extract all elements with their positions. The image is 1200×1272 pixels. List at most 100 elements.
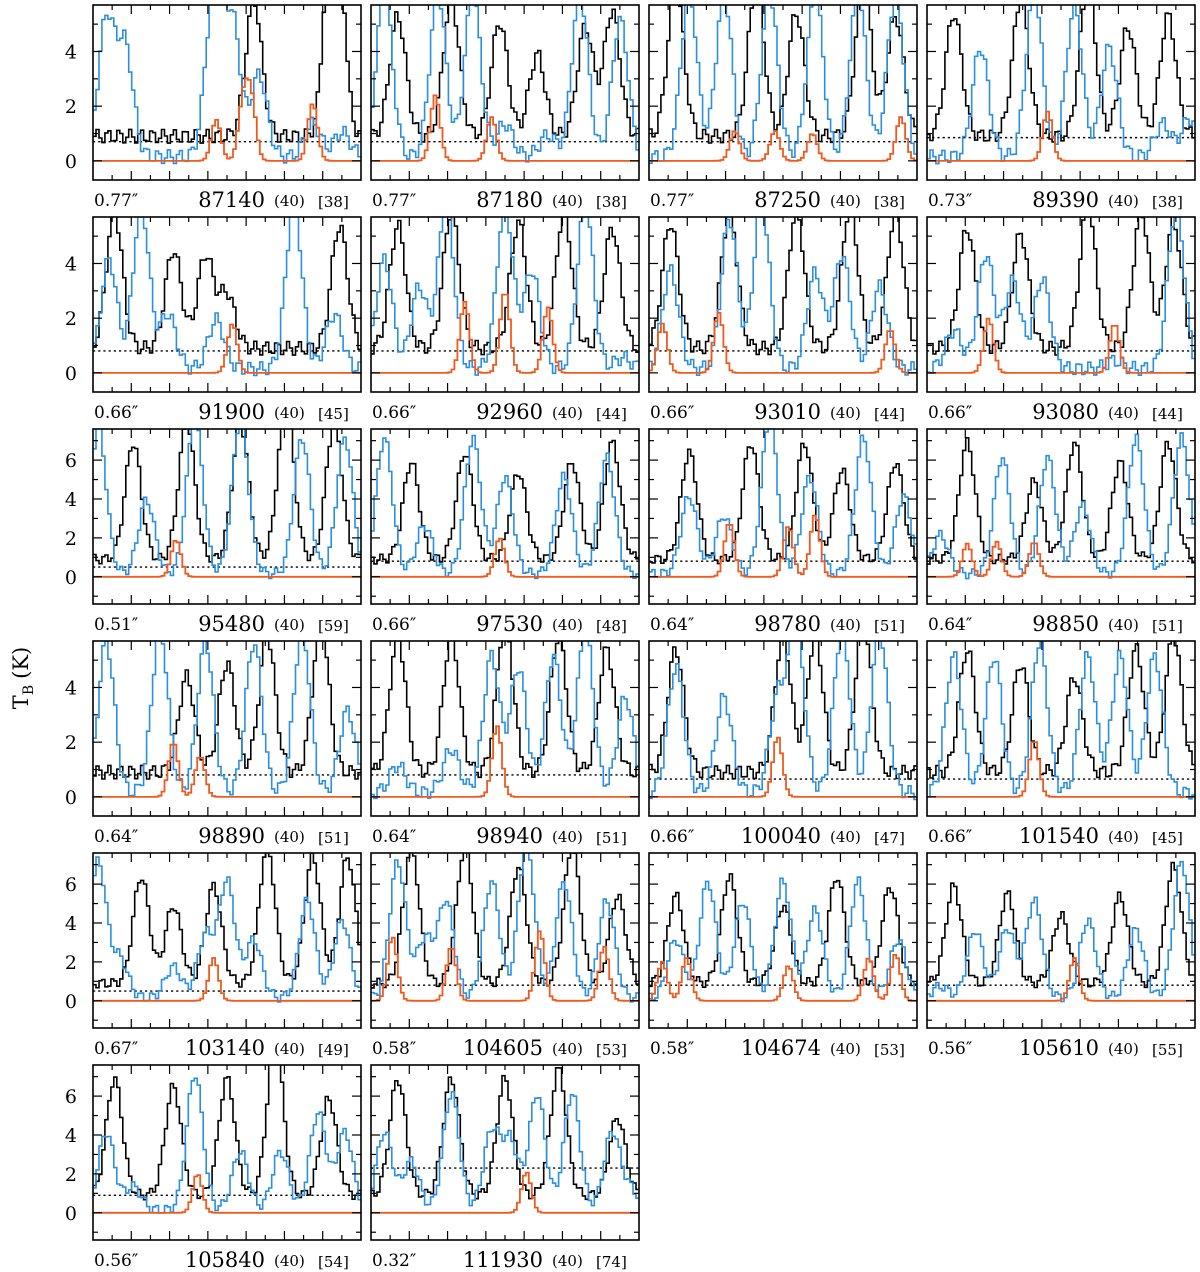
y-tick-label: 4 bbox=[65, 41, 77, 63]
panel-resolution-label: 0.58″ bbox=[372, 1039, 416, 1059]
panel-plot-area bbox=[649, 641, 917, 801]
spectrum-series-model_species bbox=[371, 94, 639, 162]
spectrum-series-model_species bbox=[927, 957, 1195, 1002]
panel-index-label: [48] bbox=[596, 617, 627, 635]
y-axis-label-subscript: B bbox=[21, 685, 37, 695]
panel-plot-area bbox=[93, 217, 361, 377]
panel-index-label: [59] bbox=[318, 617, 349, 635]
spectrum-series-model_species bbox=[649, 954, 917, 1002]
panel-index-label: [44] bbox=[1152, 405, 1183, 423]
panel-plot-area bbox=[371, 641, 639, 800]
panel-frame bbox=[370, 852, 640, 1029]
panel-width-label: (40) bbox=[1108, 404, 1139, 422]
panel-frame bbox=[648, 428, 918, 605]
panel-plot-area bbox=[93, 1065, 361, 1214]
spectrum-series-observed bbox=[371, 641, 639, 779]
y-tick-label: 2 bbox=[65, 528, 77, 550]
spectrum-series-model_species bbox=[371, 537, 639, 578]
panel-frame bbox=[370, 216, 640, 393]
panel-frequency-label: 101540 bbox=[1019, 824, 1099, 848]
spectrum-series-model_species bbox=[649, 514, 917, 578]
panel-plot-area bbox=[371, 434, 639, 580]
spectrum-series-model_species bbox=[927, 540, 1195, 578]
panel-frequency-label: 97530 bbox=[476, 612, 543, 636]
spectrum-series-model_total bbox=[371, 641, 639, 800]
y-tick-label: 0 bbox=[65, 787, 77, 809]
spectrum-panel: 0.66″ 93010 (40) [44] bbox=[648, 216, 918, 424]
spectrum-series-observed bbox=[927, 217, 1195, 356]
spectrum-series-model_total bbox=[93, 5, 361, 165]
panel-width-label: (40) bbox=[830, 1040, 861, 1058]
panel-index-label: [44] bbox=[596, 405, 627, 423]
spectrum-panel: 0.66″ 92960 (40) [44] bbox=[370, 216, 640, 424]
y-tick-label: 2 bbox=[65, 308, 77, 330]
spectrum-series-observed bbox=[93, 217, 361, 356]
panel-frequency-label: 87140 bbox=[198, 188, 265, 212]
panel-index-label: [53] bbox=[874, 1041, 905, 1059]
y-axis-label: TB (K) bbox=[9, 647, 37, 709]
spectrum-series-model_species bbox=[927, 741, 1195, 798]
spectrum-series-model_total bbox=[371, 1090, 639, 1207]
spectrum-series-observed bbox=[93, 5, 361, 144]
panel-plot-area bbox=[649, 429, 917, 578]
panel-index-label: [51] bbox=[318, 829, 349, 847]
panel-width-label: (40) bbox=[274, 828, 305, 846]
spectrum-series-model_total bbox=[927, 5, 1195, 165]
panel-index-label: [38] bbox=[596, 193, 627, 211]
spectrum-series-model_total bbox=[371, 217, 639, 376]
panel-resolution-label: 0.66″ bbox=[928, 403, 972, 423]
panel-width-label: (40) bbox=[274, 616, 305, 634]
spectrum-panel: 0 2 4 0.64″ 98890 (40) [51] bbox=[65, 640, 362, 848]
panel-frequency-label: 100040 bbox=[741, 824, 821, 848]
panel-index-label: [45] bbox=[1152, 829, 1183, 847]
y-tick-label: 6 bbox=[65, 450, 77, 472]
spectrum-panel: 0 2 4 6 0.56″ 105840 (40) [54] bbox=[65, 1064, 362, 1272]
spectrum-panel: 0.32″ 111930 (40) [74] bbox=[370, 1064, 640, 1272]
panel-frame bbox=[926, 4, 1196, 181]
panel-width-label: (40) bbox=[552, 404, 583, 422]
panel-resolution-label: 0.66″ bbox=[372, 615, 416, 635]
panel-resolution-label: 0.67″ bbox=[94, 1039, 138, 1059]
panel-frequency-label: 87250 bbox=[754, 188, 821, 212]
panel-frame bbox=[926, 428, 1196, 605]
spectrum-series-observed bbox=[371, 5, 639, 143]
y-tick-label: 4 bbox=[65, 1125, 77, 1147]
panel-plot-area bbox=[371, 853, 639, 1003]
panel-width-label: (40) bbox=[552, 1040, 583, 1058]
panel-resolution-label: 0.58″ bbox=[650, 1039, 694, 1059]
y-tick-label: 2 bbox=[65, 952, 77, 974]
panel-plot-area bbox=[93, 853, 361, 1003]
panel-resolution-label: 0.64″ bbox=[94, 827, 138, 847]
spectrum-series-model_total bbox=[927, 432, 1195, 580]
spectrum-series-model_total bbox=[649, 217, 917, 376]
panel-plot-area bbox=[93, 429, 361, 580]
spectrum-series-model_total bbox=[649, 641, 917, 801]
panel-index-label: [74] bbox=[596, 1253, 627, 1271]
y-axis-label-symbol: T bbox=[9, 695, 33, 709]
y-tick-label: 0 bbox=[65, 1203, 77, 1225]
panel-width-label: (40) bbox=[552, 616, 583, 634]
y-tick-label: 4 bbox=[65, 489, 77, 511]
spectrum-panel: 0.56″ 105610 (40) [55] bbox=[926, 852, 1196, 1060]
y-tick-label: 4 bbox=[65, 677, 77, 699]
spectrum-series-model_species bbox=[93, 957, 361, 1002]
y-tick-label: 0 bbox=[65, 363, 77, 385]
spectrum-series-observed bbox=[371, 1067, 639, 1201]
panel-width-label: (40) bbox=[274, 1252, 305, 1270]
panel-resolution-label: 0.77″ bbox=[94, 191, 138, 211]
spectrum-series-model_species bbox=[93, 77, 361, 162]
panel-index-label: [49] bbox=[318, 1041, 349, 1059]
spectrum-series-model_species bbox=[371, 930, 639, 1002]
y-tick-label: 6 bbox=[65, 874, 77, 896]
panel-frame bbox=[648, 640, 918, 817]
panel-frequency-label: 111930 bbox=[463, 1248, 543, 1272]
panel-resolution-label: 0.66″ bbox=[372, 403, 416, 423]
panel-index-label: [54] bbox=[318, 1253, 349, 1271]
y-tick-label: 4 bbox=[65, 913, 77, 935]
panel-resolution-label: 0.32″ bbox=[372, 1251, 416, 1271]
y-tick-label: 0 bbox=[65, 991, 77, 1013]
panel-frequency-label: 87180 bbox=[476, 188, 543, 212]
spectrum-series-model_species bbox=[649, 736, 917, 798]
spectrum-series-model_species bbox=[93, 540, 361, 578]
panel-frequency-label: 98850 bbox=[1032, 612, 1099, 636]
